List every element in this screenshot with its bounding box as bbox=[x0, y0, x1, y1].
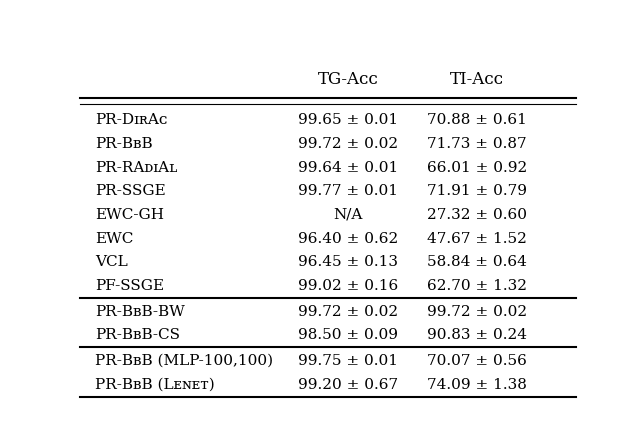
Text: 96.45 ± 0.13: 96.45 ± 0.13 bbox=[298, 255, 398, 269]
Text: TG-Aᴄᴄ: TG-Aᴄᴄ bbox=[317, 71, 378, 87]
Text: 70.07 ± 0.56: 70.07 ± 0.56 bbox=[427, 353, 527, 367]
Text: 99.64 ± 0.01: 99.64 ± 0.01 bbox=[298, 160, 398, 174]
Text: PR-RΑᴅɪΑʟ: PR-RΑᴅɪΑʟ bbox=[95, 160, 177, 174]
Text: 99.65 ± 0.01: 99.65 ± 0.01 bbox=[298, 113, 398, 127]
Text: 70.88 ± 0.61: 70.88 ± 0.61 bbox=[427, 113, 527, 127]
Text: 98.50 ± 0.09: 98.50 ± 0.09 bbox=[298, 328, 398, 342]
Text: 99.02 ± 0.16: 99.02 ± 0.16 bbox=[298, 278, 398, 292]
Text: 99.72 ± 0.02: 99.72 ± 0.02 bbox=[427, 304, 527, 318]
Text: 99.77 ± 0.01: 99.77 ± 0.01 bbox=[298, 184, 398, 198]
Text: 66.01 ± 0.92: 66.01 ± 0.92 bbox=[427, 160, 527, 174]
Text: 58.84 ± 0.64: 58.84 ± 0.64 bbox=[427, 255, 527, 269]
Text: PR-BʙB (Lᴇɴᴇᴛ): PR-BʙB (Lᴇɴᴇᴛ) bbox=[95, 377, 214, 391]
Text: VCL: VCL bbox=[95, 255, 127, 269]
Text: PR-BʙB (MLP-100,100): PR-BʙB (MLP-100,100) bbox=[95, 353, 273, 367]
Text: 99.72 ± 0.02: 99.72 ± 0.02 bbox=[298, 137, 398, 151]
Text: 27.32 ± 0.60: 27.32 ± 0.60 bbox=[427, 207, 527, 222]
Text: 47.67 ± 1.52: 47.67 ± 1.52 bbox=[427, 231, 527, 245]
Text: PR-DɪʀΑᴄ: PR-DɪʀΑᴄ bbox=[95, 113, 167, 127]
Text: PF-SSGE: PF-SSGE bbox=[95, 278, 164, 292]
Text: 99.20 ± 0.67: 99.20 ± 0.67 bbox=[298, 377, 398, 391]
Text: PR-BʙB-BW: PR-BʙB-BW bbox=[95, 304, 184, 318]
Text: EWC-GH: EWC-GH bbox=[95, 207, 164, 222]
Text: 99.72 ± 0.02: 99.72 ± 0.02 bbox=[298, 304, 398, 318]
Text: 71.91 ± 0.79: 71.91 ± 0.79 bbox=[427, 184, 527, 198]
Text: 71.73 ± 0.87: 71.73 ± 0.87 bbox=[427, 137, 527, 151]
Text: 99.75 ± 0.01: 99.75 ± 0.01 bbox=[298, 353, 398, 367]
Text: 74.09 ± 1.38: 74.09 ± 1.38 bbox=[427, 377, 527, 391]
Text: PR-BʙB-CS: PR-BʙB-CS bbox=[95, 328, 180, 342]
Text: PR-BʙB: PR-BʙB bbox=[95, 137, 152, 151]
Text: TI-Aᴄᴄ: TI-Aᴄᴄ bbox=[450, 71, 504, 87]
Text: PR-SSGE: PR-SSGE bbox=[95, 184, 166, 198]
Text: 96.40 ± 0.62: 96.40 ± 0.62 bbox=[298, 231, 398, 245]
Text: 62.70 ± 1.32: 62.70 ± 1.32 bbox=[427, 278, 527, 292]
Text: 90.83 ± 0.24: 90.83 ± 0.24 bbox=[427, 328, 527, 342]
Text: N/A: N/A bbox=[333, 207, 362, 222]
Text: EWC: EWC bbox=[95, 231, 133, 245]
